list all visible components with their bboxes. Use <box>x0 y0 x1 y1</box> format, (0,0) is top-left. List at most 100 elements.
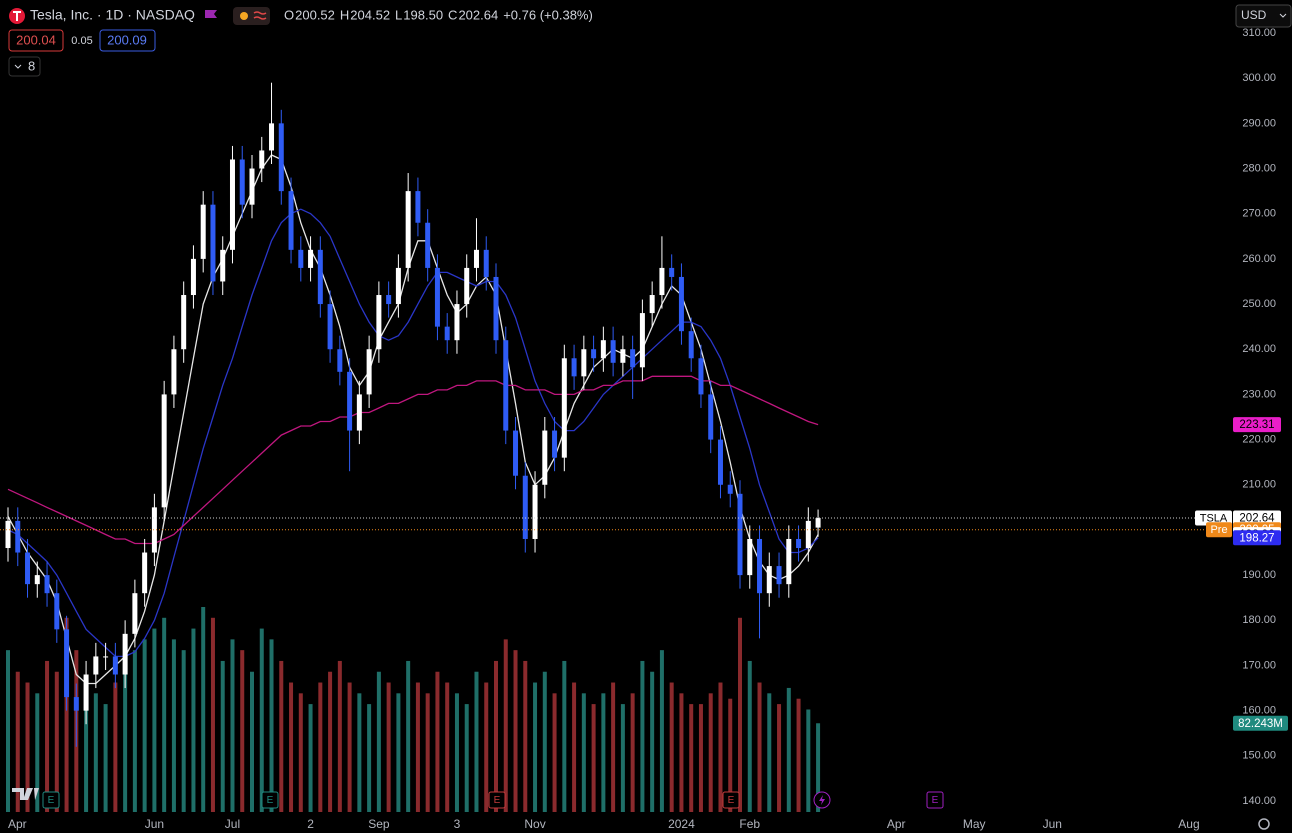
candle-body <box>571 358 577 377</box>
x-tick-label: Sep <box>368 817 390 831</box>
candle-body <box>269 123 275 151</box>
candle-body <box>249 168 255 205</box>
volume-bar <box>425 693 430 812</box>
earnings-icon[interactable]: E <box>488 791 506 809</box>
earnings-icon[interactable]: E <box>722 791 740 809</box>
currency-select[interactable] <box>1235 4 1292 28</box>
volume-bar <box>250 671 254 812</box>
volume-bar <box>679 693 684 812</box>
x-tick-label: Aug <box>1178 817 1199 831</box>
candle-body <box>513 430 519 476</box>
x-tick-label: 2 <box>307 817 314 831</box>
candle-body <box>5 520 11 549</box>
candle-body <box>405 191 411 268</box>
ask-box[interactable] <box>99 29 156 52</box>
candle-body <box>727 484 733 494</box>
ohlc-key: O <box>284 7 294 22</box>
volume-bar <box>435 671 440 812</box>
candle-body <box>717 439 723 485</box>
volume-bar <box>210 617 215 812</box>
volume-bar <box>289 682 294 812</box>
flag-icon[interactable] <box>205 10 217 18</box>
volume-bar <box>406 660 411 812</box>
candle-body <box>454 304 460 341</box>
sun-icon <box>240 12 248 20</box>
candle-body <box>776 566 782 585</box>
volume-bar <box>786 687 791 812</box>
candle-body <box>347 371 353 431</box>
volume-bar <box>132 650 137 812</box>
volume-bar <box>572 682 577 812</box>
symbol: Tesla, Inc. · 1D · NASDAQ <box>30 7 195 23</box>
volume-bar <box>240 650 245 812</box>
candle-body <box>220 249 226 282</box>
candle-body <box>298 249 304 268</box>
earnings-icon[interactable]: E <box>261 791 279 809</box>
candle-body <box>132 593 138 634</box>
volume-bar <box>777 704 782 812</box>
y-tick-label: 280.00 <box>1242 162 1276 174</box>
candle-body <box>366 349 372 395</box>
pre-tag: Pre <box>1210 524 1227 536</box>
volume-bar <box>562 660 567 812</box>
earnings-icon[interactable]: E <box>926 791 944 809</box>
candle-body <box>425 222 431 268</box>
volume-bar <box>698 704 703 812</box>
candle-body <box>561 358 567 458</box>
candle-body <box>376 295 382 350</box>
volume-bar <box>581 693 586 812</box>
y-tick-label: 250.00 <box>1242 298 1276 310</box>
earnings-label: E <box>48 795 55 806</box>
volume-bar <box>171 639 176 812</box>
volume-bar <box>747 660 752 812</box>
bid-box[interactable] <box>8 29 64 52</box>
candle-body <box>688 331 694 359</box>
candle-body <box>259 150 265 169</box>
y-tick-label: 220.00 <box>1242 433 1276 445</box>
session-icon[interactable] <box>233 7 270 25</box>
volume-bar <box>386 682 391 812</box>
earnings-label: E <box>932 795 939 806</box>
candle-body <box>112 656 118 675</box>
header: Tesla, Inc. · 1D · NASDAQ O 200.52 H 204.52… <box>8 4 1292 830</box>
spread: 0.05 <box>71 35 92 47</box>
volume-bar <box>152 628 157 812</box>
y-tick-label: 210.00 <box>1242 479 1276 491</box>
volume-bar <box>142 639 147 812</box>
volume-bar <box>259 628 264 812</box>
candle-body <box>552 430 558 458</box>
volume-bar <box>201 607 206 812</box>
ohlc-value: 202.64 <box>458 7 498 22</box>
settings[interactable] <box>1258 818 1270 830</box>
candle-body <box>630 349 636 368</box>
candle-body <box>815 518 821 528</box>
volume-bar <box>484 682 489 812</box>
volume-bar <box>445 682 450 812</box>
candle-body <box>464 267 470 305</box>
volume-tag: 82.243M <box>1238 718 1283 730</box>
candle-body <box>444 326 450 341</box>
volume-bar <box>552 693 557 812</box>
change: +0.76 (+0.38%) <box>503 7 593 22</box>
volume-bar <box>269 639 274 812</box>
candle-body <box>103 656 109 658</box>
candle-body <box>620 349 626 363</box>
volume-bar <box>396 693 401 812</box>
lightning <box>819 795 825 805</box>
ma-tag-bg <box>1233 417 1281 433</box>
candle-body <box>796 538 802 549</box>
chevron <box>14 64 22 69</box>
candle-body <box>532 484 538 539</box>
candle-body <box>493 276 499 341</box>
tv-logo[interactable] <box>12 788 39 800</box>
y-tick-label: 270.00 <box>1242 208 1276 220</box>
ma-tag: 198.27 <box>1239 532 1274 544</box>
candle-body <box>483 249 489 277</box>
indicator-toggle[interactable] <box>8 56 41 77</box>
volume-bar <box>181 650 186 812</box>
candle-body <box>142 552 148 594</box>
earnings-icon[interactable]: E <box>42 791 60 809</box>
volume-bar <box>123 671 128 812</box>
volume-bar <box>728 698 733 812</box>
candle-body <box>181 295 187 350</box>
